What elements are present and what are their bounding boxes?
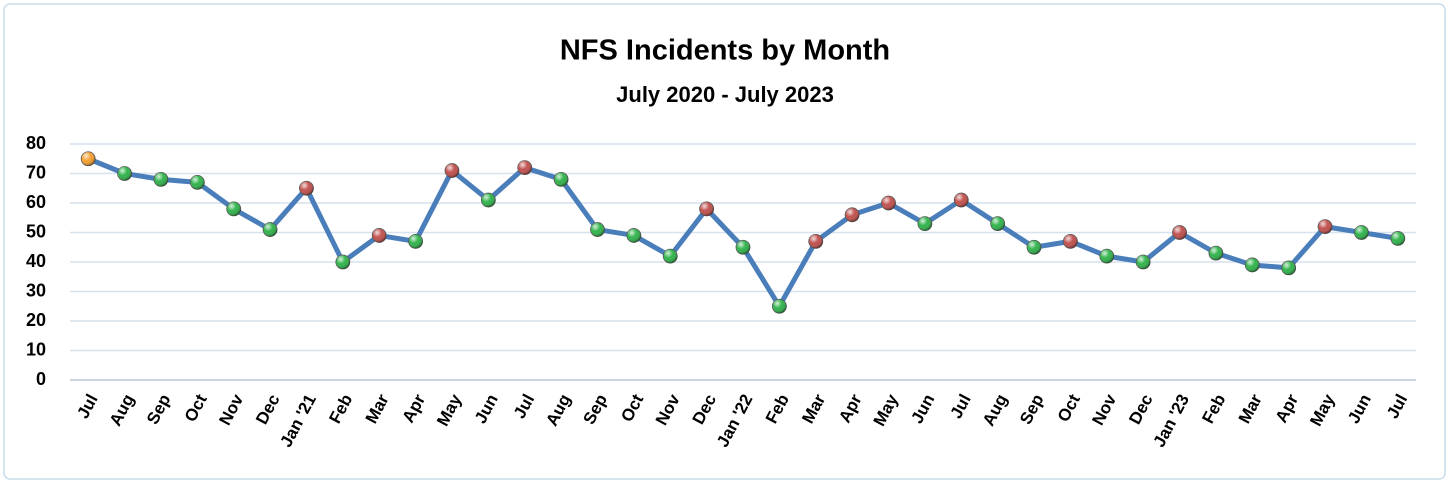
marker-shine [481, 193, 496, 208]
marker-shine [626, 228, 641, 243]
marker-shine [408, 234, 423, 249]
y-tick-label: 30 [26, 280, 46, 300]
marker-shine [663, 249, 678, 264]
marker-shine [736, 240, 750, 255]
marker-shine [808, 234, 823, 249]
marker-shine [1136, 255, 1151, 269]
chart-subtitle: July 2020 - July 2023 [616, 82, 834, 107]
marker-shine [1245, 257, 1260, 272]
marker-shine [190, 175, 205, 190]
marker-shine [881, 196, 896, 210]
y-tick-label: 60 [26, 192, 46, 212]
marker-shine [444, 163, 459, 178]
chart-border [3, 3, 1446, 480]
marker-shine [1390, 231, 1405, 246]
chart-title: NFS Incidents by Month [560, 35, 890, 67]
y-tick-label: 10 [26, 339, 46, 359]
marker-shine [590, 222, 605, 237]
marker-shine [845, 207, 860, 222]
marker-shine [153, 172, 168, 187]
marker-shine [81, 151, 96, 166]
marker-shine [954, 193, 969, 208]
marker-shine [1208, 246, 1223, 261]
y-tick-label: 80 [26, 133, 46, 153]
y-tick-label: 0 [36, 369, 46, 389]
marker-shine [699, 201, 714, 216]
marker-shine [1172, 225, 1187, 240]
marker-shine [117, 166, 132, 181]
marker-shine [1027, 240, 1042, 255]
marker-shine [554, 172, 569, 187]
marker-shine [990, 216, 1005, 231]
marker-shine [1063, 234, 1078, 249]
marker-shine [1281, 260, 1296, 275]
y-tick-label: 20 [26, 310, 46, 330]
marker-shine [1099, 249, 1114, 264]
marker-shine [299, 181, 314, 196]
marker-shine [372, 228, 387, 243]
marker-shine [226, 201, 241, 216]
y-tick-label: 50 [26, 221, 46, 241]
y-tick-label: 40 [26, 251, 46, 271]
marker-shine [917, 216, 932, 231]
marker-shine [1354, 225, 1369, 240]
marker-shine [517, 160, 532, 175]
marker-shine [335, 255, 350, 269]
marker-shine [772, 299, 787, 314]
y-tick-label: 70 [26, 162, 46, 182]
marker-shine [1318, 219, 1333, 234]
marker-shine [263, 222, 278, 237]
